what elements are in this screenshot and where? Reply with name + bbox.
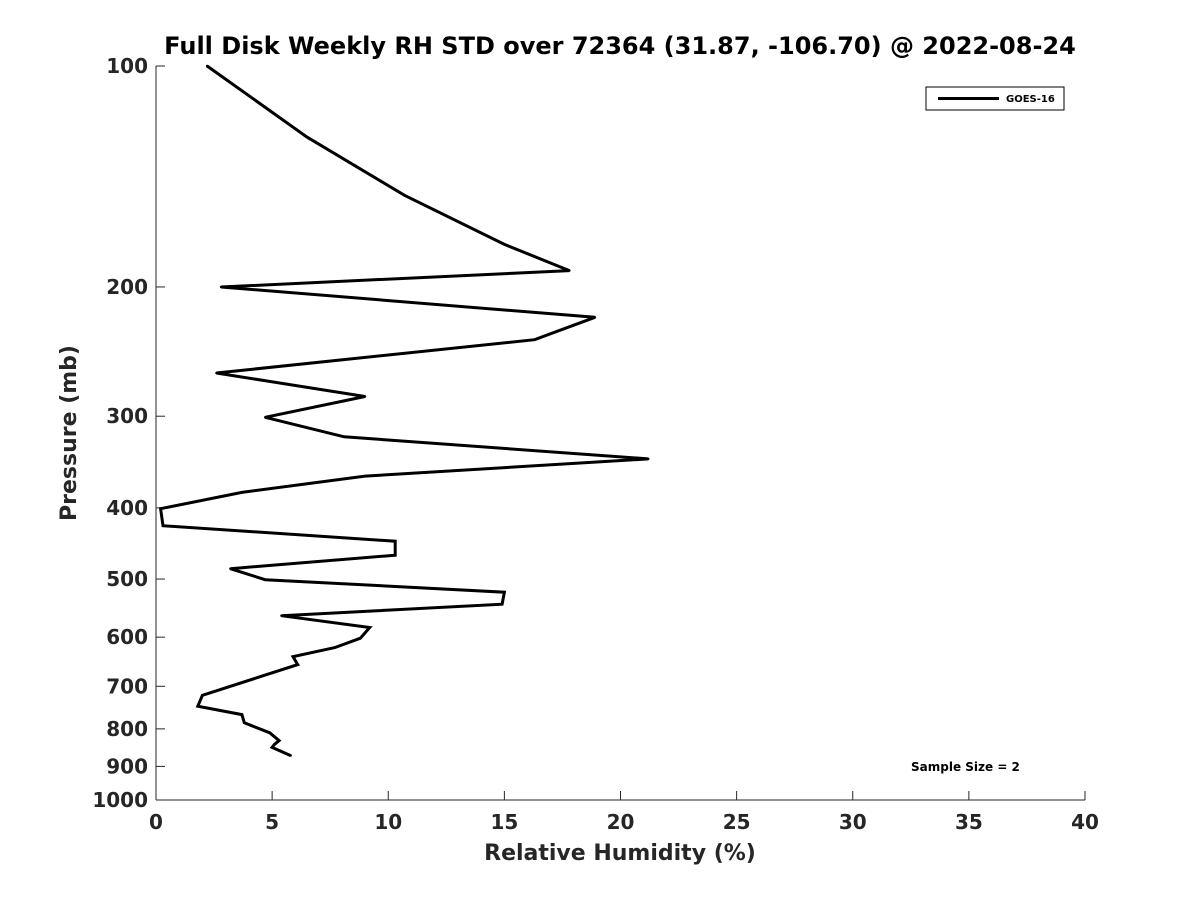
x-tick-label: 25 <box>723 810 751 834</box>
data-point <box>647 457 650 461</box>
data-point <box>243 721 246 725</box>
y-tick-label: 600 <box>106 625 148 649</box>
y-axis-label: Pressure (mb) <box>57 345 82 521</box>
x-tick-label: 10 <box>374 810 402 834</box>
y-tick-label: 400 <box>106 496 148 520</box>
data-point <box>277 739 281 742</box>
y-tick-label: 900 <box>106 754 148 778</box>
data-point <box>280 614 283 617</box>
x-tick-label: 5 <box>265 810 279 834</box>
y-tick-label: 500 <box>106 567 148 591</box>
data-point <box>291 655 295 658</box>
data-point <box>219 285 223 289</box>
y-tick-label: 800 <box>106 717 148 741</box>
chart-title: Full Disk Weekly RH STD over 72364 (31.8… <box>164 32 1076 60</box>
data-point <box>205 64 209 68</box>
data-point <box>403 194 406 197</box>
data-point <box>229 567 232 570</box>
data-point <box>296 663 299 666</box>
data-point <box>201 694 204 697</box>
y-ticks: 100 200 300 400 500 600 700 800 900 1000 <box>92 54 165 812</box>
y-tick-label: 100 <box>106 54 148 78</box>
data-point <box>363 474 367 478</box>
data-point <box>161 524 165 527</box>
data-point <box>273 743 276 746</box>
data-point <box>503 243 506 246</box>
x-tick-label: 20 <box>607 810 635 834</box>
x-tick-label: 40 <box>1071 810 1099 834</box>
y-tick-label: 200 <box>106 275 148 299</box>
x-axis-label: Relative Humidity (%) <box>484 841 756 866</box>
x-ticks: 0 5 10 15 20 25 30 35 40 <box>149 791 1099 834</box>
data-point <box>263 578 267 581</box>
x-tick-label: 15 <box>490 810 518 834</box>
data-point <box>289 754 292 757</box>
series-line-goes-16 <box>158 64 649 757</box>
legend: GOES-16 <box>925 86 1065 111</box>
x-tick-label: 30 <box>839 810 867 834</box>
data-point <box>503 590 506 594</box>
y-tick-label: 300 <box>106 404 148 428</box>
data-point <box>533 338 536 341</box>
legend-label: GOES-16 <box>1006 94 1055 105</box>
data-point <box>359 637 362 640</box>
data-point <box>240 713 244 716</box>
data-point <box>333 646 337 649</box>
data-point <box>263 416 267 419</box>
axes <box>155 66 1085 801</box>
data-point <box>500 602 504 606</box>
series-group <box>158 64 650 757</box>
y-tick-label: 1000 <box>92 788 148 812</box>
data-point <box>368 626 371 629</box>
data-point <box>259 675 262 678</box>
data-point <box>240 491 244 494</box>
data-point <box>394 539 397 543</box>
x-tick-label: 35 <box>955 810 983 834</box>
data-point <box>568 269 571 272</box>
data-point <box>342 435 346 438</box>
data-point <box>196 704 200 708</box>
y-tick-label: 700 <box>106 674 148 698</box>
data-point <box>363 395 367 398</box>
data-point <box>215 371 218 375</box>
data-point <box>268 731 272 735</box>
data-point <box>593 316 597 319</box>
data-point <box>394 554 397 557</box>
data-point <box>305 135 309 139</box>
x-tick-label: 0 <box>149 810 163 834</box>
data-point <box>159 507 162 510</box>
sample-size-annotation: Sample Size = 2 <box>911 760 1020 774</box>
data-point <box>270 746 274 749</box>
